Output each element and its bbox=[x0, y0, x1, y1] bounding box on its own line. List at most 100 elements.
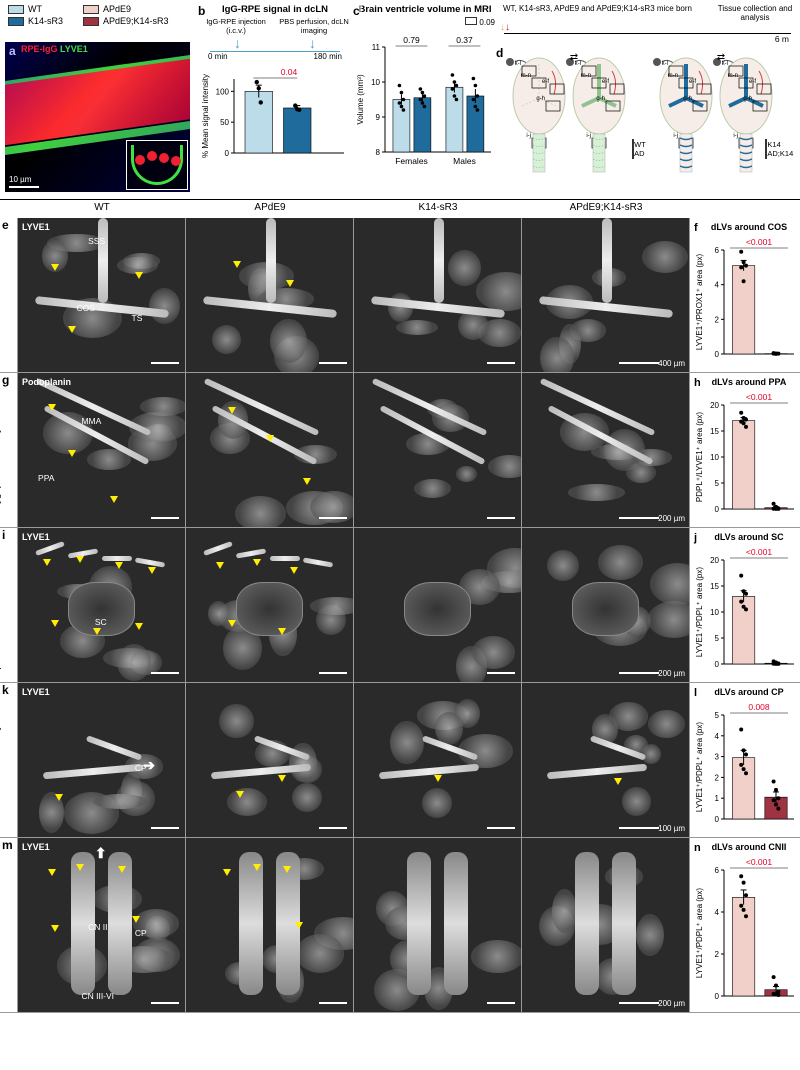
scale-text: 100 µm bbox=[658, 824, 685, 833]
panel-letter: f bbox=[694, 222, 698, 234]
scale-text: 200 µm bbox=[658, 514, 685, 523]
arrowhead-marker bbox=[132, 916, 140, 923]
svg-text:LYVE1⁺/PROX1⁺ area (px): LYVE1⁺/PROX1⁺ area (px) bbox=[695, 254, 704, 351]
panel-c: c Brain ventricle volume in MRI 0.09 891… bbox=[355, 4, 495, 194]
svg-text:e-f: e-f bbox=[689, 79, 696, 85]
scale-bar bbox=[487, 1002, 515, 1004]
arrowhead-marker bbox=[76, 864, 84, 871]
bar-chart-b: 050100% Mean signal intensity0.04 bbox=[200, 65, 350, 165]
svg-text:0.04: 0.04 bbox=[281, 67, 298, 77]
arrowhead-marker bbox=[51, 925, 59, 932]
svg-text:15: 15 bbox=[710, 582, 719, 591]
schem-legend: WT bbox=[634, 140, 646, 149]
svg-text:k-l: k-l bbox=[662, 61, 668, 67]
schem-legend: AD bbox=[634, 149, 644, 158]
arrowhead-marker bbox=[233, 261, 241, 268]
legend-label: APdE9;K14-sR3 bbox=[103, 16, 169, 26]
svg-text:4: 4 bbox=[715, 732, 720, 741]
row-label: Pterygopalatine arteryg bbox=[0, 373, 18, 527]
side-bar-chart: fdLVs around COS0246LYVE1⁺/PROX1⁺ area (… bbox=[690, 218, 800, 372]
row-label: Spinal canali bbox=[0, 528, 18, 682]
micrograph-cell bbox=[354, 528, 522, 682]
timeline-step: IgG-RPE injection (i.c.v.) bbox=[200, 17, 272, 35]
svg-text:m-n: m-n bbox=[520, 73, 530, 79]
arrowhead-marker bbox=[118, 866, 126, 873]
svg-text:g-h: g-h bbox=[744, 96, 753, 102]
svg-text:% Mean signal intensity: % Mean signal intensity bbox=[201, 74, 210, 158]
arrowhead-marker bbox=[236, 791, 244, 798]
stain-label: LYVE1 bbox=[60, 44, 88, 54]
row-region-label: Confluence of sinuses bbox=[0, 273, 2, 366]
svg-text:8: 8 bbox=[376, 148, 381, 157]
panel-letter: b bbox=[196, 4, 207, 18]
chart-title: dLVs around CP bbox=[704, 687, 794, 697]
svg-text:11: 11 bbox=[372, 43, 381, 52]
col-header: APdE9 bbox=[186, 200, 354, 218]
arrowhead-marker bbox=[48, 404, 56, 411]
svg-text:5: 5 bbox=[715, 634, 720, 643]
arrowhead-marker bbox=[278, 775, 286, 782]
scale-text: 200 µm bbox=[658, 669, 685, 678]
scale-bar bbox=[487, 517, 515, 519]
down-arrow-icon: ↓ bbox=[234, 35, 241, 51]
arrowhead-marker bbox=[43, 559, 51, 566]
micrograph-cell: LYVE1CP➔ bbox=[18, 683, 186, 837]
anatomy-label: SSS bbox=[88, 236, 105, 246]
svg-text:0.79: 0.79 bbox=[403, 35, 420, 45]
anatomy-label: COS bbox=[76, 303, 94, 313]
arrowhead-marker bbox=[278, 628, 286, 635]
svg-text:0.37: 0.37 bbox=[456, 35, 473, 45]
marker-label: LYVE1 bbox=[22, 222, 50, 232]
micrograph-cell bbox=[354, 838, 522, 1012]
scale-bar bbox=[487, 827, 515, 829]
arrowhead-marker bbox=[76, 556, 84, 563]
svg-text:2: 2 bbox=[715, 950, 720, 959]
scale-bar bbox=[487, 362, 515, 364]
svg-text:15: 15 bbox=[710, 427, 719, 436]
svg-text:0: 0 bbox=[715, 992, 720, 1001]
scale-bar bbox=[151, 1002, 179, 1004]
anatomy-label: CP bbox=[135, 928, 147, 938]
scale-bar bbox=[619, 827, 659, 829]
svg-text:g-h: g-h bbox=[536, 96, 545, 102]
svg-text:i-j: i-j bbox=[586, 133, 591, 139]
marker-label: LYVE1 bbox=[22, 687, 50, 697]
chart-title: dLVs around COS bbox=[704, 222, 794, 232]
down-arrow-icon: ↓ bbox=[505, 22, 510, 33]
side-bar-chart: jdLVs around SC05101520LYVE1⁺/PDPL⁺ area… bbox=[690, 528, 800, 682]
row-region-label: Spinal canal bbox=[0, 624, 2, 676]
chart-title: dLVs around PPA bbox=[704, 377, 794, 387]
svg-text:0: 0 bbox=[715, 505, 720, 514]
scale-text: 200 µm bbox=[658, 999, 685, 1008]
svg-text:LYVE1⁺/PDPL⁺ area (px): LYVE1⁺/PDPL⁺ area (px) bbox=[695, 567, 704, 657]
svg-text:<0.001: <0.001 bbox=[746, 392, 773, 402]
col-header: WT bbox=[18, 200, 186, 218]
legend-label: APdE9 bbox=[103, 4, 131, 14]
arrowhead-marker bbox=[48, 869, 56, 876]
arrowhead-marker bbox=[290, 567, 298, 574]
panel-letter: k bbox=[0, 683, 11, 697]
svg-text:<0.001: <0.001 bbox=[746, 237, 773, 247]
arrowhead-marker bbox=[93, 628, 101, 635]
anatomy-label: SC bbox=[95, 617, 107, 627]
svg-text:50: 50 bbox=[220, 118, 229, 127]
panel-d: WT, K14-sR3, APdE9 and APdE9;K14-sR3 mic… bbox=[500, 4, 795, 194]
svg-text:⇄: ⇄ bbox=[570, 52, 578, 63]
down-arrow-icon: ↓ bbox=[309, 35, 316, 51]
micrograph-cell: LYVE1SSSCOSTS bbox=[18, 218, 186, 372]
svg-text:0: 0 bbox=[715, 815, 720, 824]
arrowhead-marker bbox=[223, 869, 231, 876]
panel-letter: g bbox=[0, 373, 11, 387]
svg-text:Volume (mm³): Volume (mm³) bbox=[356, 74, 365, 125]
svg-text:i-j: i-j bbox=[526, 133, 531, 139]
row-region-label: Cranial nerves II-VI bbox=[0, 925, 2, 1006]
svg-text:e-f: e-f bbox=[602, 79, 609, 85]
svg-text:m-n: m-n bbox=[728, 73, 738, 79]
arrowhead-marker bbox=[303, 478, 311, 485]
panel-letter: m bbox=[0, 838, 15, 852]
micrograph-cell bbox=[186, 683, 354, 837]
genotype-legend: WT K14-sR3 APdE9 APdE9;K14-sR3 bbox=[8, 4, 169, 26]
micrograph-cell bbox=[186, 373, 354, 527]
anatomy-label: MMA bbox=[81, 416, 101, 426]
panel-letter: l bbox=[694, 687, 697, 699]
